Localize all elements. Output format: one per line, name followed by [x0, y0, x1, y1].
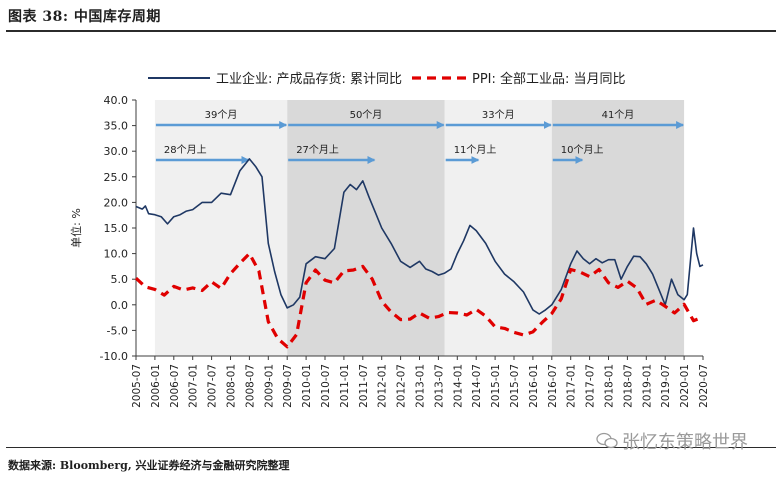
x-tick-label: 2009-01: [263, 364, 275, 408]
x-tick-label: 2020-07: [698, 364, 710, 408]
x-tick-label: 2018-01: [604, 364, 616, 408]
period-label: 33个月: [482, 109, 515, 121]
x-tick-label: 2010-01: [301, 364, 313, 408]
wechat-icon: [596, 432, 618, 449]
y-tick-label: 25.0: [104, 171, 129, 184]
x-tick-label: 2007-01: [188, 364, 200, 408]
y-tick-label: -5.0: [107, 324, 128, 337]
shaded-periods: [154, 100, 685, 356]
y-tick-label: 0.0: [111, 299, 129, 312]
period-label: 50个月: [350, 109, 383, 121]
x-tick-label: 2013-01: [415, 364, 427, 408]
annotations: 39个月 50个月 33个月 41个月 28个月上 27个月上 11个月上 10个月上: [155, 109, 685, 164]
figure-title: 图表 38: 中国库存周期: [8, 9, 161, 25]
y-tick-label: 35.0: [104, 120, 129, 133]
ppi-line: [134, 252, 704, 349]
x-tick-label: 2008-01: [226, 364, 238, 408]
watermark-text: 张忆东策略世界: [622, 432, 748, 453]
y-tick-label: 30.0: [104, 145, 129, 158]
axes: 40.0 35.0 30.0 25.0 20.0 15.0 10.0 5.0 0.0 -5.0 -1…: [69, 94, 710, 408]
source-note: 数据来源: Bloomberg, 兴业证券经济与金融研究院整理: [8, 459, 290, 472]
y-tick-label: 15.0: [104, 222, 129, 235]
x-tick-label: 2009-07: [282, 364, 294, 408]
legend: 工业企业: 产成品存货: 累计同比 PPI: 全部工业品: 当月同比: [148, 71, 626, 87]
shaded-period: [287, 100, 445, 356]
x-tick-label: 2014-01: [452, 364, 464, 408]
x-tick-label: 2006-01: [150, 364, 162, 408]
x-tick-label: 2017-07: [585, 364, 597, 408]
inventory-line: [135, 158, 704, 315]
y-tick-label: 10.0: [104, 248, 129, 261]
x-tick-label: 2016-01: [528, 364, 540, 408]
x-tick-label: 2012-01: [377, 364, 389, 408]
y-tick-label: 5.0: [111, 273, 129, 286]
period-label: 27个月上: [296, 144, 339, 156]
x-tick-label: 2005-07: [131, 364, 143, 408]
y-tick-label: 40.0: [104, 94, 129, 107]
x-tick-label: 2020-01: [679, 364, 691, 408]
watermark: 张忆东策略世界: [596, 428, 748, 454]
y-tick-label: -10.0: [100, 350, 128, 363]
x-tick-label: 2007-07: [207, 364, 219, 408]
x-tick-label: 2011-07: [358, 364, 370, 408]
x-tick-label: 2014-07: [471, 364, 483, 408]
footer-divider: [6, 447, 776, 448]
x-tick-label: 2006-07: [169, 364, 181, 408]
x-tick-label: 2018-07: [622, 364, 634, 408]
period-label: 28个月上: [164, 144, 207, 156]
x-tick-label: 2012-07: [396, 364, 408, 408]
x-tick-label: 2019-07: [660, 364, 672, 408]
x-tick-label: 2016-07: [547, 364, 559, 408]
y-tick-label: 20.0: [104, 196, 129, 209]
inventory-cycle-chart: 40.0 35.0 30.0 25.0 20.0 15.0 10.0 5.0 0.0 -5.0 -1…: [69, 71, 710, 408]
series-lines: [134, 158, 704, 349]
legend-label-inventory: 工业企业: 产成品存货: 累计同比: [216, 71, 402, 87]
x-tick-label: 2017-01: [566, 364, 578, 408]
period-label: 39个月: [205, 109, 238, 121]
period-label: 10个月上: [561, 144, 604, 156]
period-label: 41个月: [602, 109, 635, 121]
y-axis-label: 单位: %: [69, 208, 83, 248]
period-label: 11个月上: [454, 144, 497, 156]
x-tick-label: 2015-01: [490, 364, 502, 408]
x-tick-label: 2008-07: [244, 364, 256, 408]
x-tick-label: 2015-07: [509, 364, 521, 408]
legend-label-ppi: PPI: 全部工业品: 当月同比: [472, 71, 626, 87]
x-tick-label: 2010-07: [320, 364, 332, 408]
x-tick-label: 2019-01: [641, 364, 653, 408]
x-tick-label: 2013-07: [433, 364, 445, 408]
x-tick-label: 2011-01: [339, 364, 351, 408]
shaded-period: [551, 100, 685, 356]
shaded-period: [444, 100, 552, 356]
shaded-period: [154, 100, 288, 356]
title-divider: [6, 30, 776, 32]
